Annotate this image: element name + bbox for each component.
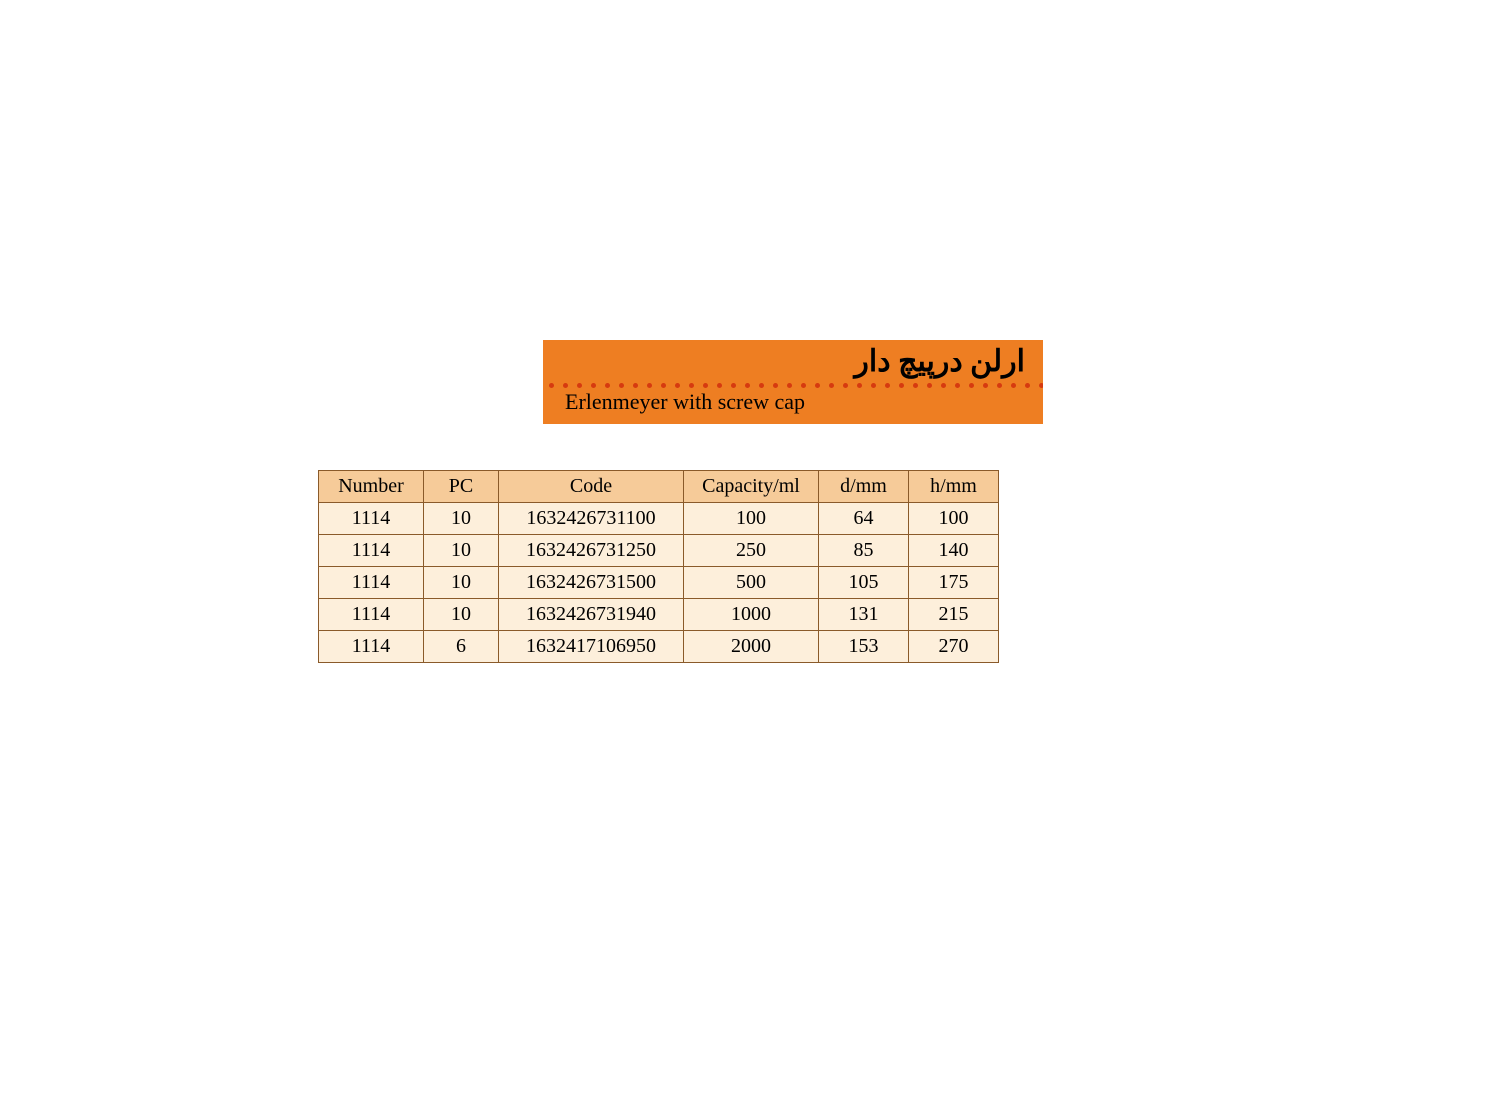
table-row: 11141016324267319401000131215: [319, 599, 999, 631]
divider-dot: [633, 383, 638, 388]
divider-dot: [983, 383, 988, 388]
table-cell: 100: [909, 503, 999, 535]
divider-dot: [857, 383, 862, 388]
table-cell: 215: [909, 599, 999, 631]
divider-dot: [913, 383, 918, 388]
table-row: 1114101632426731500500105175: [319, 567, 999, 599]
table-header-cell: h/mm: [909, 471, 999, 503]
table-cell: 1632426731500: [499, 567, 684, 599]
table-row: 111410163242673125025085140: [319, 535, 999, 567]
page-canvas: ارلن درپیچ دار Erlenmeyer with screw cap…: [0, 0, 1500, 1100]
divider-dot: [549, 383, 554, 388]
table-cell: 1000: [684, 599, 819, 631]
divider-dot: [843, 383, 848, 388]
table-header-cell: Number: [319, 471, 424, 503]
table-cell: 10: [424, 503, 499, 535]
table-cell: 1632426731940: [499, 599, 684, 631]
divider-dot: [717, 383, 722, 388]
divider-dot: [927, 383, 932, 388]
table-header-cell: PC: [424, 471, 499, 503]
divider-dot: [815, 383, 820, 388]
title-farsi: ارلن درپیچ دار: [543, 340, 1043, 381]
divider-dot: [1011, 383, 1016, 388]
table-cell: 100: [684, 503, 819, 535]
table-cell: 10: [424, 535, 499, 567]
table-header-cell: Code: [499, 471, 684, 503]
divider-dot: [577, 383, 582, 388]
table-header-cell: d/mm: [819, 471, 909, 503]
divider-dot: [787, 383, 792, 388]
divider-dot: [773, 383, 778, 388]
divider-dot: [591, 383, 596, 388]
table-cell: 105: [819, 567, 909, 599]
divider-dot: [759, 383, 764, 388]
table-cell: 500: [684, 567, 819, 599]
table-cell: 140: [909, 535, 999, 567]
table-cell: 1114: [319, 567, 424, 599]
table-cell: 1114: [319, 631, 424, 663]
divider-dot: [647, 383, 652, 388]
divider-dot: [955, 383, 960, 388]
divider-dot: [605, 383, 610, 388]
divider-dot: [703, 383, 708, 388]
divider-dot: [997, 383, 1002, 388]
table-cell: 270: [909, 631, 999, 663]
table-cell: 1632426731100: [499, 503, 684, 535]
divider-dot: [745, 383, 750, 388]
title-banner: ارلن درپیچ دار Erlenmeyer with screw cap: [543, 340, 1043, 424]
table-cell: 10: [424, 599, 499, 631]
table-row: 1114616324171069502000153270: [319, 631, 999, 663]
divider-dot: [661, 383, 666, 388]
divider-dot: [885, 383, 890, 388]
divider-dot: [941, 383, 946, 388]
table-body: 1114101632426731100100641001114101632426…: [319, 503, 999, 663]
table-cell: 85: [819, 535, 909, 567]
table-row: 111410163242673110010064100: [319, 503, 999, 535]
divider-dot: [871, 383, 876, 388]
divider-dot: [1039, 383, 1043, 388]
table-cell: 1632426731250: [499, 535, 684, 567]
divider-dot: [563, 383, 568, 388]
table-head: NumberPCCodeCapacity/mld/mmh/mm: [319, 471, 999, 503]
table-cell: 64: [819, 503, 909, 535]
table-cell: 250: [684, 535, 819, 567]
divider-dot: [969, 383, 974, 388]
table-cell: 175: [909, 567, 999, 599]
table-header-row: NumberPCCodeCapacity/mld/mmh/mm: [319, 471, 999, 503]
table-cell: 1114: [319, 599, 424, 631]
divider-dot: [619, 383, 624, 388]
divider-dot: [689, 383, 694, 388]
table-cell: 10: [424, 567, 499, 599]
spec-table: NumberPCCodeCapacity/mld/mmh/mm 11141016…: [318, 470, 999, 663]
divider-dot: [675, 383, 680, 388]
table-cell: 131: [819, 599, 909, 631]
table-cell: 6: [424, 631, 499, 663]
divider-dot: [829, 383, 834, 388]
divider-dot: [801, 383, 806, 388]
divider-dot: [731, 383, 736, 388]
divider-dot: [1025, 383, 1030, 388]
title-english: Erlenmeyer with screw cap: [543, 389, 1043, 415]
title-divider-dots: [543, 381, 1043, 389]
table-cell: 1632417106950: [499, 631, 684, 663]
table-cell: 1114: [319, 503, 424, 535]
table-cell: 1114: [319, 535, 424, 567]
table-cell: 2000: [684, 631, 819, 663]
table-header-cell: Capacity/ml: [684, 471, 819, 503]
divider-dot: [899, 383, 904, 388]
table-cell: 153: [819, 631, 909, 663]
